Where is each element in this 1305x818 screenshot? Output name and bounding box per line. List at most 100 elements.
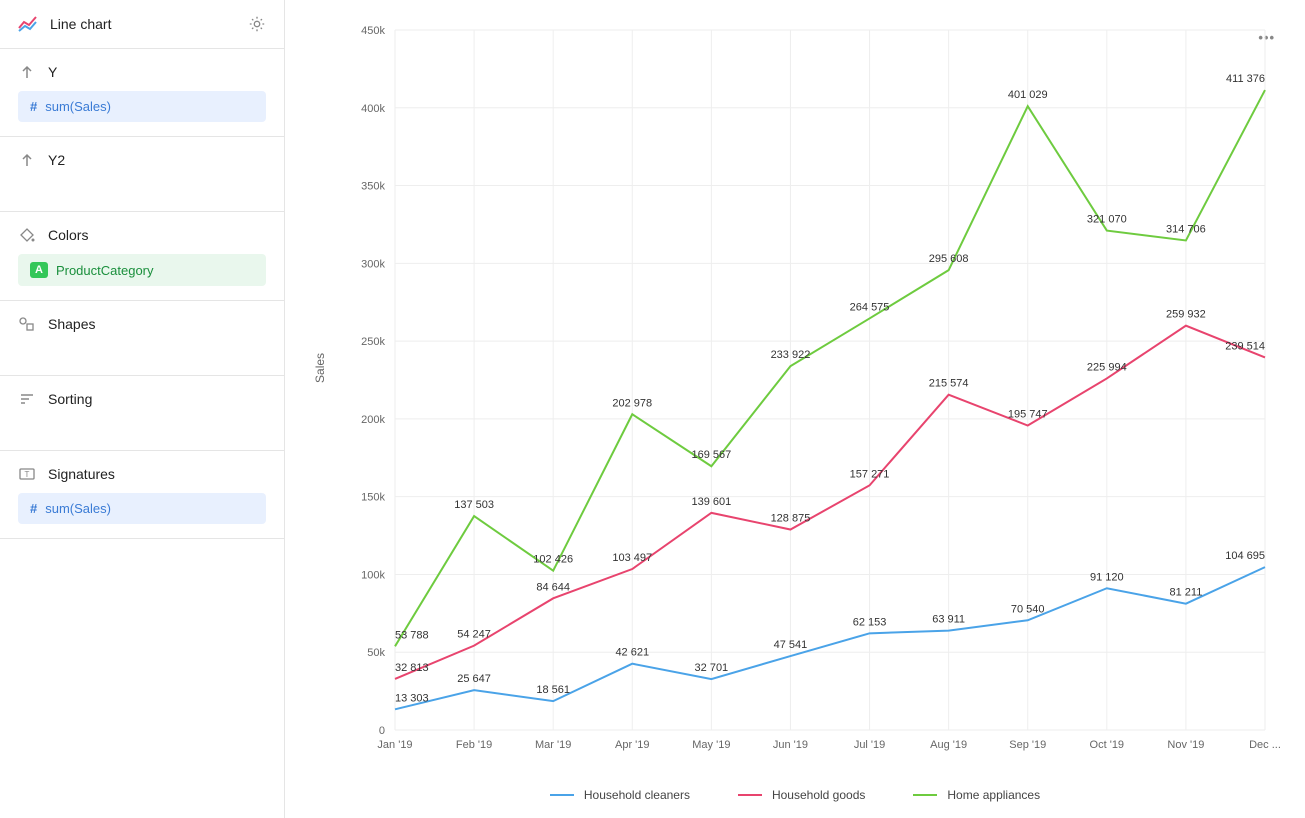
- svg-text:104 695: 104 695: [1225, 550, 1265, 562]
- svg-text:25 647: 25 647: [457, 673, 491, 685]
- panel-signatures: T Signatures # sum(Sales): [0, 451, 284, 539]
- svg-text:Apr '19: Apr '19: [615, 739, 650, 751]
- svg-text:195 747: 195 747: [1008, 409, 1048, 421]
- svg-text:32 813: 32 813: [395, 662, 429, 674]
- svg-text:91 120: 91 120: [1090, 571, 1124, 583]
- svg-text:157 271: 157 271: [850, 468, 890, 480]
- svg-text:Oct '19: Oct '19: [1090, 739, 1125, 751]
- legend-label: Home appliances: [947, 788, 1040, 802]
- arrow-up-icon: [18, 151, 36, 169]
- svg-text:100k: 100k: [361, 569, 385, 581]
- svg-text:T: T: [25, 470, 30, 479]
- panel-y: Y # sum(Sales): [0, 49, 284, 137]
- svg-text:May '19: May '19: [692, 739, 730, 751]
- hash-icon: #: [30, 501, 37, 516]
- panel-shapes: Shapes: [0, 301, 284, 376]
- svg-text:Jul '19: Jul '19: [854, 739, 885, 751]
- arrow-up-icon: [18, 63, 36, 81]
- svg-text:150k: 150k: [361, 492, 385, 504]
- svg-text:47 541: 47 541: [774, 639, 808, 651]
- svg-text:70 540: 70 540: [1011, 603, 1045, 615]
- svg-text:295 608: 295 608: [929, 253, 969, 265]
- svg-text:200k: 200k: [361, 414, 385, 426]
- y-field-pill[interactable]: # sum(Sales): [18, 91, 266, 122]
- svg-text:81 211: 81 211: [1169, 587, 1202, 599]
- svg-text:139 601: 139 601: [691, 496, 731, 508]
- svg-text:259 932: 259 932: [1166, 309, 1206, 321]
- svg-text:102 426: 102 426: [533, 554, 573, 566]
- svg-text:264 575: 264 575: [850, 301, 890, 313]
- panel-sorting-title: Sorting: [48, 391, 92, 407]
- line-chart-icon: [18, 14, 38, 34]
- panel-y2-title: Y2: [48, 152, 65, 168]
- legend-swatch: [550, 794, 574, 796]
- gear-icon[interactable]: [248, 15, 266, 33]
- svg-text:13 303: 13 303: [395, 692, 429, 704]
- chart-type-label[interactable]: Line chart: [50, 16, 111, 32]
- signatures-field-label: sum(Sales): [45, 501, 111, 516]
- svg-text:53 788: 53 788: [395, 629, 429, 641]
- paint-bucket-icon: [18, 226, 36, 244]
- svg-text:137 503: 137 503: [454, 499, 494, 511]
- svg-text:Dec ...: Dec ...: [1249, 739, 1281, 751]
- legend-label: Household cleaners: [584, 788, 690, 802]
- svg-text:Mar '19: Mar '19: [535, 739, 571, 751]
- panel-y2: Y2: [0, 137, 284, 212]
- svg-text:32 701: 32 701: [695, 662, 729, 674]
- panel-colors: Colors A ProductCategory: [0, 212, 284, 301]
- svg-text:128 875: 128 875: [771, 513, 811, 525]
- shapes-icon: [18, 315, 36, 333]
- svg-text:314 706: 314 706: [1166, 223, 1206, 235]
- svg-text:42 621: 42 621: [615, 647, 649, 659]
- sidebar-header: Line chart: [0, 0, 284, 49]
- svg-text:202 978: 202 978: [612, 397, 652, 409]
- svg-text:0: 0: [379, 725, 385, 737]
- svg-text:84 644: 84 644: [536, 581, 570, 593]
- svg-text:239 514: 239 514: [1225, 340, 1265, 352]
- panel-shapes-title: Shapes: [48, 316, 95, 332]
- panel-sorting: Sorting: [0, 376, 284, 451]
- chart-legend: Household cleaners Household goods Home ap…: [305, 776, 1285, 808]
- legend-item[interactable]: Home appliances: [913, 788, 1040, 802]
- svg-text:411 376: 411 376: [1226, 73, 1265, 85]
- chart-area: ••• Sales 050k100k150k200k250k300k350k40…: [285, 0, 1305, 818]
- svg-text:103 497: 103 497: [612, 552, 652, 564]
- svg-text:63 911: 63 911: [932, 614, 965, 626]
- panel-y-title: Y: [48, 64, 57, 80]
- legend-item[interactable]: Household goods: [738, 788, 865, 802]
- svg-text:401 029: 401 029: [1008, 89, 1048, 101]
- svg-text:Sep '19: Sep '19: [1009, 739, 1046, 751]
- line-chart: 0 50k 100k 150k 200k 250k 300k 350k 400k 450k Jan …: [325, 20, 1285, 760]
- svg-text:Jun '19: Jun '19: [773, 739, 808, 751]
- svg-text:450k: 450k: [361, 25, 385, 37]
- svg-text:Nov '19: Nov '19: [1167, 739, 1204, 751]
- y-axis-title: Sales: [313, 353, 327, 383]
- legend-swatch: [738, 794, 762, 796]
- svg-text:54 247: 54 247: [457, 629, 491, 641]
- text-label-icon: T: [18, 465, 36, 483]
- text-badge-icon: A: [30, 262, 48, 278]
- colors-field-pill[interactable]: A ProductCategory: [18, 254, 266, 286]
- legend-swatch: [913, 794, 937, 796]
- svg-text:400k: 400k: [361, 103, 385, 115]
- sort-icon: [18, 390, 36, 408]
- hash-icon: #: [30, 99, 37, 114]
- legend-label: Household goods: [772, 788, 865, 802]
- svg-text:233 922: 233 922: [771, 349, 811, 361]
- panel-signatures-title: Signatures: [48, 466, 115, 482]
- svg-text:250k: 250k: [361, 336, 385, 348]
- svg-text:321 070: 321 070: [1087, 214, 1127, 226]
- svg-text:Feb '19: Feb '19: [456, 739, 492, 751]
- panel-colors-title: Colors: [48, 227, 88, 243]
- svg-text:300k: 300k: [361, 258, 385, 270]
- svg-text:350k: 350k: [361, 181, 385, 193]
- svg-text:50k: 50k: [367, 647, 385, 659]
- svg-text:62 153: 62 153: [853, 616, 887, 628]
- sidebar: Line chart Y # sum(Sales) Y2 Colors A: [0, 0, 285, 818]
- colors-field-label: ProductCategory: [56, 263, 154, 278]
- svg-text:215 574: 215 574: [929, 378, 969, 390]
- legend-item[interactable]: Household cleaners: [550, 788, 690, 802]
- svg-text:18 561: 18 561: [536, 684, 570, 696]
- signatures-field-pill[interactable]: # sum(Sales): [18, 493, 266, 524]
- svg-text:Jan '19: Jan '19: [377, 739, 412, 751]
